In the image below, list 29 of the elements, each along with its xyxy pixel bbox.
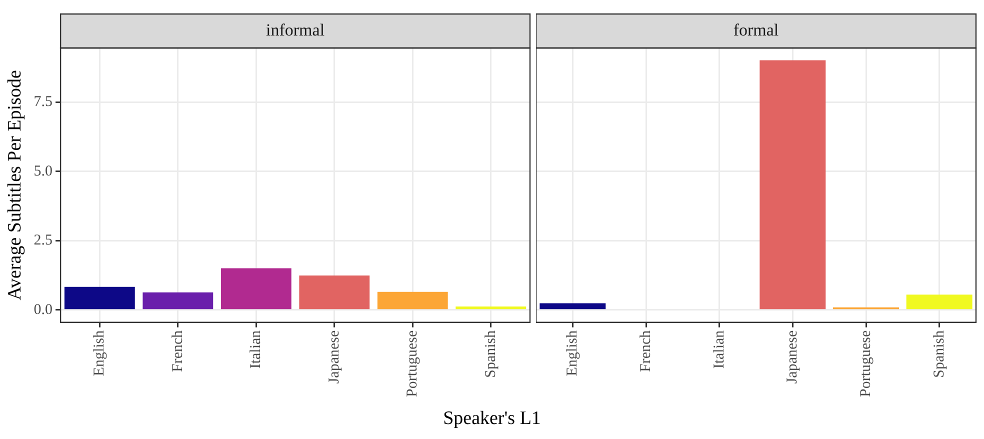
x-tick-label: French — [170, 330, 186, 372]
bar — [299, 276, 370, 310]
chart-title: formal — [733, 20, 779, 40]
x-tick-label: Italian — [711, 330, 728, 369]
bar — [906, 294, 972, 310]
x-tick-label: Italian — [248, 330, 264, 369]
bar — [220, 268, 292, 310]
x-tick-label: Spanish — [931, 330, 948, 378]
x-axis-title: Speaker's L1 — [442, 408, 542, 430]
bar — [456, 306, 526, 310]
y-axis-title: Average Subtitles Per Episode — [4, 70, 26, 300]
y-tick-label: 7.5 — [34, 94, 53, 110]
bar — [760, 60, 826, 310]
bar — [540, 303, 606, 310]
bar — [64, 286, 135, 310]
x-tick-label: Portuguese — [404, 330, 421, 398]
bar — [142, 292, 214, 310]
x-tick-label: English — [92, 330, 108, 376]
x-tick-label: French — [638, 330, 654, 372]
x-tick-label: Japanese — [326, 330, 342, 384]
bar — [377, 292, 448, 310]
x-tick-label: Japanese — [784, 330, 801, 384]
chart-title: informal — [266, 20, 325, 40]
y-tick-label: 5.0 — [34, 163, 53, 180]
x-tick-label: Spanish — [482, 330, 499, 378]
y-tick-label: 0.0 — [34, 302, 53, 318]
y-tick-label: 2.5 — [34, 232, 53, 249]
x-tick-label: Portuguese — [858, 330, 874, 398]
x-tick-label: English — [564, 330, 581, 376]
